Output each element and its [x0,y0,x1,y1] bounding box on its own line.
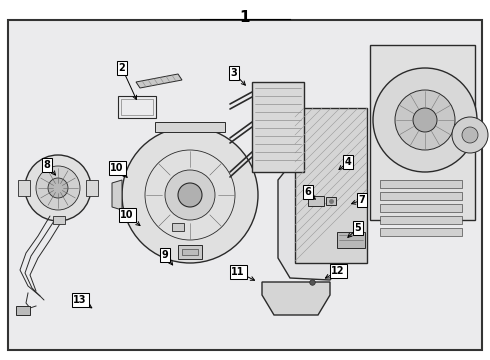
Circle shape [373,68,477,172]
Bar [155,122,225,132]
Text: 7: 7 [359,195,366,205]
Text: 9: 9 [162,250,169,260]
Polygon shape [112,180,122,210]
Bar [182,249,198,255]
Bar [380,192,462,200]
Text: 11: 11 [231,267,245,277]
Bar [53,216,65,224]
Bar [118,96,156,118]
Bar [86,180,98,196]
Circle shape [165,170,215,220]
Circle shape [36,166,80,210]
Bar [295,108,367,263]
Circle shape [462,127,478,143]
Polygon shape [262,282,330,315]
Text: 10: 10 [110,163,124,173]
Polygon shape [278,165,345,280]
Bar [18,180,30,196]
Text: 13: 13 [73,295,87,305]
Circle shape [452,117,488,153]
Text: 2: 2 [119,63,125,73]
Circle shape [395,90,455,150]
Bar [308,196,324,206]
Polygon shape [136,74,182,88]
Circle shape [122,127,258,263]
Circle shape [413,108,437,132]
Circle shape [25,155,91,221]
Text: 6: 6 [305,187,311,197]
Bar [380,216,462,224]
Bar [380,180,462,188]
Text: 3: 3 [231,68,237,78]
Text: 4: 4 [344,157,351,167]
Bar [326,197,336,205]
Circle shape [178,183,202,207]
Bar [172,223,184,231]
Bar [370,45,475,220]
Text: 5: 5 [355,223,361,233]
Text: 1: 1 [240,10,250,25]
Bar [380,204,462,212]
Bar [252,82,304,172]
Text: 8: 8 [44,160,50,170]
Text: 10: 10 [120,210,134,220]
Text: 12: 12 [331,266,345,276]
Bar [16,306,30,315]
Bar [337,232,365,248]
Bar [178,245,202,259]
Bar [380,228,462,236]
Circle shape [48,178,68,198]
Bar [121,99,153,115]
